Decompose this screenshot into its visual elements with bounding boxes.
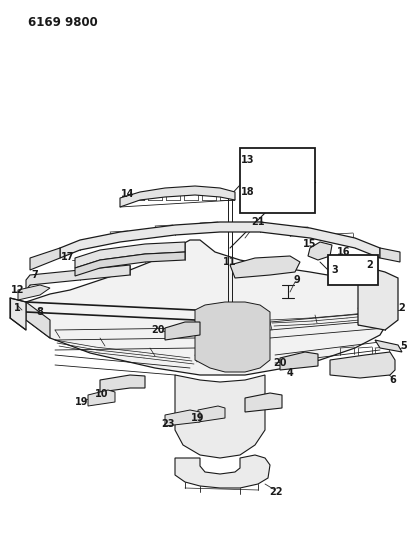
- Polygon shape: [26, 302, 50, 338]
- Polygon shape: [375, 340, 402, 352]
- Text: 19: 19: [75, 397, 89, 407]
- Text: 18: 18: [241, 187, 255, 197]
- Polygon shape: [75, 242, 185, 268]
- Text: 20: 20: [151, 325, 165, 335]
- Polygon shape: [245, 393, 282, 412]
- Text: 21: 21: [251, 217, 265, 227]
- Text: 5: 5: [401, 341, 407, 351]
- Polygon shape: [88, 390, 115, 406]
- Text: 13: 13: [241, 155, 255, 165]
- Text: 17: 17: [61, 252, 75, 262]
- Text: 7: 7: [32, 270, 38, 280]
- Text: 6: 6: [390, 375, 397, 385]
- Polygon shape: [198, 406, 225, 422]
- Bar: [328, 255, 378, 285]
- Polygon shape: [308, 242, 332, 260]
- Text: 14: 14: [121, 189, 135, 199]
- Text: 22: 22: [269, 487, 283, 497]
- Text: 12: 12: [11, 285, 25, 295]
- Text: 6169 9800: 6169 9800: [28, 16, 98, 29]
- Text: 8: 8: [37, 307, 43, 317]
- Polygon shape: [26, 240, 390, 375]
- Text: 2: 2: [367, 260, 373, 270]
- Polygon shape: [10, 298, 26, 330]
- Polygon shape: [75, 252, 185, 276]
- Text: 23: 23: [161, 419, 175, 429]
- Polygon shape: [18, 285, 50, 300]
- Text: 19: 19: [191, 413, 205, 423]
- Polygon shape: [280, 352, 318, 370]
- Polygon shape: [175, 455, 270, 488]
- Polygon shape: [26, 265, 130, 290]
- Polygon shape: [100, 375, 145, 392]
- Polygon shape: [380, 248, 400, 262]
- Text: 9: 9: [294, 275, 300, 285]
- Text: 2: 2: [399, 303, 406, 313]
- Text: 10: 10: [95, 389, 109, 399]
- Text: 1: 1: [13, 303, 20, 313]
- Polygon shape: [30, 248, 60, 270]
- Polygon shape: [175, 375, 265, 458]
- Text: 15: 15: [303, 239, 317, 249]
- Polygon shape: [230, 256, 300, 278]
- Polygon shape: [195, 302, 270, 372]
- Polygon shape: [165, 322, 200, 340]
- Text: 16: 16: [337, 247, 351, 257]
- Polygon shape: [358, 265, 398, 330]
- Text: 4: 4: [287, 368, 293, 378]
- Text: 11: 11: [223, 257, 237, 267]
- Polygon shape: [165, 410, 200, 426]
- Text: 20: 20: [273, 358, 287, 368]
- Polygon shape: [120, 186, 235, 207]
- Text: 3: 3: [332, 265, 338, 275]
- Polygon shape: [330, 352, 395, 378]
- Bar: [240, 148, 315, 213]
- Polygon shape: [60, 222, 380, 258]
